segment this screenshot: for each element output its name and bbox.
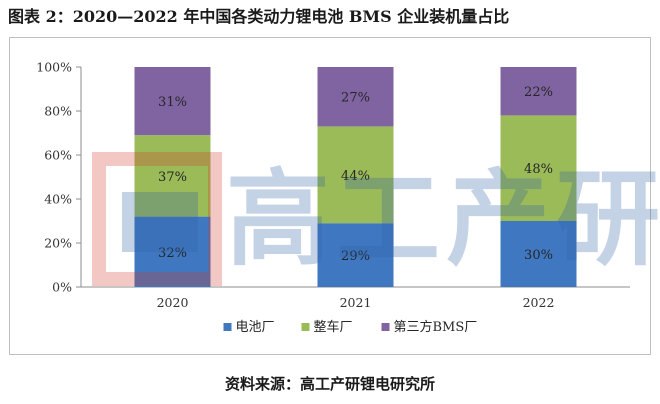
bar-segment — [134, 216, 211, 287]
source-note: 资料来源：高工产研锂电研究所 — [224, 375, 435, 393]
bar-segment — [317, 126, 394, 224]
legend-swatch — [223, 323, 232, 331]
y-tick-label: 100% — [36, 60, 72, 75]
data-label: 37% — [158, 170, 187, 185]
x-tick-label: 2022 — [523, 295, 555, 310]
bar-segment — [500, 67, 577, 116]
bar-segment — [134, 135, 211, 217]
data-label: 31% — [158, 95, 187, 110]
bar-segment — [317, 67, 394, 127]
data-label: 29% — [341, 249, 370, 264]
y-tick-label: 40% — [44, 192, 72, 207]
y-tick-label: 20% — [44, 236, 72, 251]
data-label: 44% — [341, 169, 370, 184]
bar-segment — [500, 115, 577, 221]
data-label: 32% — [158, 246, 187, 261]
data-label: 27% — [341, 91, 370, 106]
bar-segment — [500, 221, 577, 287]
bar-segment — [317, 223, 394, 287]
y-tick-label: 0% — [52, 280, 72, 295]
data-label: 22% — [524, 85, 553, 100]
stacked-bar-chart: 0% 20% 40% 60% 80% 100% 32% 37% 31% 2020 29% 44% 27%… — [36, 60, 630, 335]
legend-swatch — [381, 323, 390, 331]
bar-segment — [134, 67, 211, 136]
data-label: 30% — [524, 248, 553, 263]
x-tick-label: 2021 — [340, 295, 372, 310]
figure-title: 图表 2：2020—2022 年中国各类动力锂电池 BMS 企业装机量占比 — [8, 7, 510, 26]
legend-label: 第三方BMS厂 — [394, 319, 478, 335]
data-label: 48% — [524, 162, 553, 177]
y-tick-label: 80% — [44, 104, 72, 119]
y-tick-label: 60% — [44, 148, 72, 163]
legend-label: 整车厂 — [314, 319, 353, 335]
legend-swatch — [301, 323, 310, 331]
x-tick-label: 2020 — [157, 295, 189, 310]
chart-frame: 0% 20% 40% 60% 80% 100% 32% 37% 31% 2020 29% 44% 27%… — [9, 37, 660, 355]
legend-label: 电池厂 — [236, 320, 275, 335]
